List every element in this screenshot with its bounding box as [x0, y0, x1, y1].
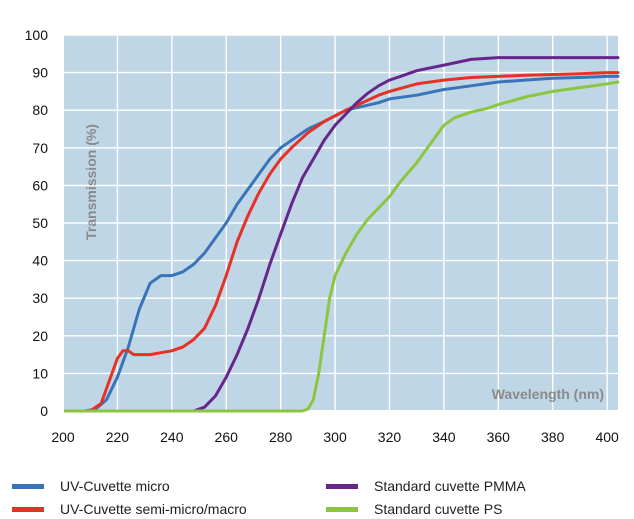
y-tick-label: 0 [40, 403, 48, 419]
y-tick-label: 20 [32, 328, 48, 344]
x-tick-label: 240 [160, 429, 184, 445]
x-tick-label: 200 [51, 429, 75, 445]
x-tick-label: 340 [432, 429, 456, 445]
y-axis-ticks: 0 10 20 30 40 50 60 70 80 90 100 [25, 27, 49, 419]
legend-label: UV-Cuvette semi-micro/macro [60, 501, 247, 517]
x-tick-label: 260 [215, 429, 239, 445]
legend-swatch [326, 506, 358, 512]
x-axis-label: Wavelength (nm) [492, 386, 604, 402]
x-tick-label: 300 [323, 429, 347, 445]
series-line-uv-cuvette-micro [64, 74, 620, 413]
series-line-uv-cuvette-semi-micro-macro [64, 71, 620, 413]
legend: UV-Cuvette micro UV-Cuvette semi-micro/m… [0, 462, 634, 519]
y-tick-label: 90 [32, 65, 48, 81]
legend-swatch [12, 506, 44, 512]
legend-label: UV-Cuvette micro [60, 478, 170, 494]
y-axis-label: Transmission (%) [83, 124, 99, 240]
series-lines [64, 56, 620, 413]
legend-label: Standard cuvette PMMA [374, 478, 526, 494]
y-tick-label: 40 [32, 253, 48, 269]
x-axis-ticks: 200 220 240 260 280 300 320 340 360 380 400 [51, 429, 619, 445]
y-tick-label: 80 [32, 102, 48, 118]
y-tick-label: 30 [32, 290, 48, 306]
y-tick-label: 50 [32, 215, 48, 231]
x-tick-label: 220 [106, 429, 130, 445]
series-line-standard-cuvette-pmma [64, 56, 620, 413]
x-tick-label: 320 [378, 429, 402, 445]
y-tick-label: 10 [32, 365, 48, 381]
series-line-standard-cuvette-ps [64, 80, 620, 413]
legend-item-standard-cuvette-ps: Standard cuvette PS [326, 499, 502, 519]
legend-item-uv-cuvette-semi-micro-macro: UV-Cuvette semi-micro/macro [12, 499, 247, 519]
legend-label: Standard cuvette PS [374, 501, 503, 517]
y-tick-label: 70 [32, 140, 48, 156]
chart-svg: 200 220 240 260 280 300 320 340 360 380 400 0 10 20 3… [24, 27, 622, 445]
y-tick-label: 100 [25, 27, 49, 43]
legend-item-standard-cuvette-pmma: Standard cuvette PMMA [326, 476, 526, 496]
x-tick-label: 380 [541, 429, 565, 445]
x-tick-label: 360 [487, 429, 511, 445]
legend-swatch [12, 483, 44, 489]
x-tick-label: 280 [269, 429, 293, 445]
y-tick-label: 60 [32, 177, 48, 193]
legend-item-uv-cuvette-micro: UV-Cuvette micro [12, 476, 170, 496]
legend-swatch [326, 483, 358, 489]
x-tick-label: 400 [595, 429, 619, 445]
grid-lines [57, 27, 622, 419]
